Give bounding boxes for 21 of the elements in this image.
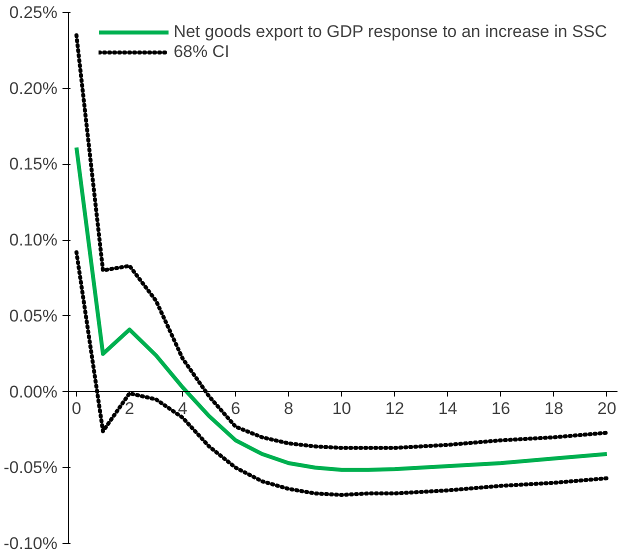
x-tick-label: 4 — [178, 398, 188, 418]
x-tick-label: 2 — [124, 398, 134, 418]
x-tick-label: 14 — [438, 398, 458, 418]
x-tick-label: 12 — [385, 398, 404, 418]
x-tick-label: 16 — [491, 398, 510, 418]
y-tick-label: 0.05% — [9, 306, 58, 326]
legend-label: 68% CI — [174, 42, 230, 62]
x-tick-label: 10 — [332, 398, 352, 418]
legend-label: Net goods export to GDP response to an increase in SSC — [174, 22, 607, 42]
x-tick-label: 20 — [597, 398, 616, 418]
y-tick-label: 0.25% — [9, 3, 58, 22]
y-tick-label: 0.10% — [9, 230, 58, 250]
x-tick-label: 6 — [230, 398, 240, 418]
y-tick-label: 0.20% — [9, 78, 58, 98]
y-tick-label: 0.15% — [9, 154, 58, 174]
x-tick-label: 8 — [284, 398, 294, 418]
y-tick-label: 0.00% — [9, 382, 58, 402]
x-tick-label: 18 — [544, 398, 564, 418]
y-tick-label: -0.10% — [4, 534, 58, 553]
y-tick-label: -0.05% — [4, 458, 58, 478]
x-tick-label: 0 — [72, 398, 82, 418]
